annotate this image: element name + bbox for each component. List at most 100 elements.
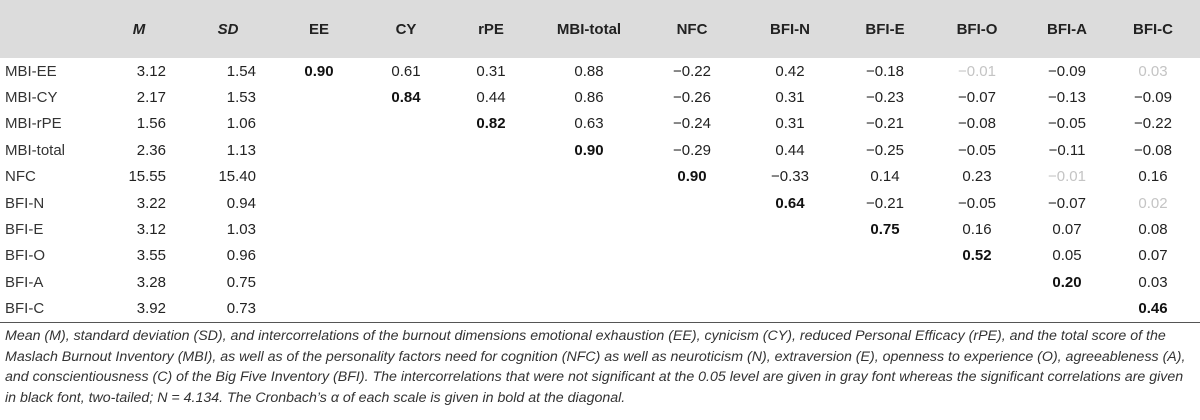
table-cell <box>278 190 370 216</box>
table-cell: 3.92 <box>100 295 188 323</box>
table-cell: 3.22 <box>136 194 166 212</box>
table-cell: 1.13 <box>226 141 256 159</box>
row-label: NFC <box>5 168 36 186</box>
table-cell <box>540 216 648 242</box>
header-mbi-total: MBI-total <box>540 0 648 58</box>
table-cell <box>540 190 648 216</box>
table-cell: −0.23 <box>866 89 904 107</box>
table-cell: 0.90 <box>677 168 707 186</box>
table-cell: 0.16 <box>962 221 992 239</box>
header-corner <box>0 0 100 58</box>
table-row: BFI-O 3.55 0.96 0.52 0.05 0.07 <box>0 243 1200 269</box>
table-row: NFC 15.55 15.40 0.90 −0.33 0.14 0.23 −0.01 0.16 <box>0 164 1200 190</box>
table-cell <box>452 243 540 269</box>
table-cell <box>936 295 1028 323</box>
table-cell: −0.08 <box>1134 141 1172 159</box>
row-label: MBI-total <box>5 141 66 159</box>
table-cell: 3.12 <box>136 62 166 80</box>
table-cell: 3.28 <box>136 273 166 291</box>
table-cell: 0.61 <box>391 62 421 80</box>
table-cell: −0.09 <box>1048 62 1086 80</box>
correlation-table: M SD EE CY rPE MBI-total NFC BFI-N BFI-E… <box>0 0 1200 323</box>
table-cell <box>648 295 746 323</box>
table-cell: 0.05 <box>1052 247 1082 265</box>
table-cell <box>648 216 746 242</box>
table-cell <box>452 190 540 216</box>
table-cell: 0.64 <box>775 194 805 212</box>
table-cell: 0.08 <box>1138 221 1168 239</box>
table-cell: 0.96 <box>226 247 256 265</box>
table-cell: 0.07 <box>1052 221 1082 239</box>
table-cell <box>540 269 648 295</box>
header-row: M SD EE CY rPE MBI-total NFC BFI-N BFI-E… <box>0 0 1200 58</box>
table-cell: −0.07 <box>958 89 996 107</box>
table-cell: 0.16 <box>1138 168 1168 186</box>
table-cell <box>746 269 844 295</box>
table-row: MBI-total 2.36 1.13 0.90 −0.29 0.44 −0.25 −0.05… <box>0 137 1200 163</box>
table-cell: −0.26 <box>673 89 711 107</box>
row-label: MBI-CY <box>5 89 58 107</box>
table-cell: 2.36 <box>136 141 166 159</box>
table-cell <box>370 111 452 137</box>
header-bfi-o: BFI-O <box>936 0 1028 58</box>
table-cell <box>1028 295 1116 323</box>
table-cell: 3.12 <box>136 221 166 239</box>
table-cell <box>370 164 452 190</box>
table-cell: 2.17 <box>136 89 166 107</box>
table-cell: −0.21 <box>866 194 904 212</box>
table-cell: −0.07 <box>1048 194 1086 212</box>
table-cell <box>844 269 936 295</box>
row-label: BFI-E <box>5 221 44 239</box>
table-cell: 0.31 <box>775 89 805 107</box>
table-cell: 0.94 <box>226 194 256 212</box>
table-cell: 0.42 <box>775 62 805 80</box>
header-cy: CY <box>370 0 452 58</box>
table-cell <box>278 216 370 242</box>
table-cell: 0.02 <box>1138 194 1168 212</box>
row-label: BFI-O <box>5 247 45 265</box>
correlation-table-container: M SD EE CY rPE MBI-total NFC BFI-N BFI-E… <box>0 0 1200 323</box>
table-cell: −0.21 <box>866 115 904 133</box>
table-cell <box>936 269 1028 295</box>
table-cell <box>648 190 746 216</box>
table-cell <box>278 295 370 323</box>
header-rpe: rPE <box>452 0 540 58</box>
table-cell <box>278 164 370 190</box>
table-cell <box>452 137 540 163</box>
table-cell: −0.25 <box>866 141 904 159</box>
table-cell <box>540 164 648 190</box>
table-cell: 0.75 <box>226 273 256 291</box>
table-cell: 1.06 <box>226 115 256 133</box>
table-cell <box>370 269 452 295</box>
table-cell <box>370 295 452 323</box>
row-label: MBI-rPE <box>5 115 62 133</box>
table-cell: 0.63 <box>574 115 604 133</box>
table-cell: 1.03 <box>226 221 256 239</box>
table-cell: 1.53 <box>226 89 256 107</box>
table-cell <box>370 190 452 216</box>
table-cell <box>746 216 844 242</box>
table-cell <box>746 295 844 323</box>
table-cell: −0.22 <box>673 62 711 80</box>
table-cell: −0.09 <box>1134 89 1172 107</box>
table-cell: 15.40 <box>218 168 256 186</box>
table-cell <box>278 111 370 137</box>
table-row: MBI-EE 3.12 1.54 0.90 0.61 0.31 0.88 −0.22 0.42 −… <box>0 58 1200 84</box>
table-cell <box>648 269 746 295</box>
row-label: BFI-C <box>0 295 100 323</box>
table-cell <box>540 243 648 269</box>
table-cell: −0.22 <box>1134 115 1172 133</box>
table-cell: −0.01 <box>958 62 996 80</box>
table-cell: 0.46 <box>1116 295 1200 323</box>
table-row: BFI-E 3.12 1.03 0.75 0.16 0.07 0.08 <box>0 216 1200 242</box>
row-label: BFI-A <box>5 273 44 291</box>
header-bfi-e: BFI-E <box>844 0 936 58</box>
table-cell <box>746 243 844 269</box>
header-bfi-n: BFI-N <box>746 0 844 58</box>
table-cell: −0.33 <box>771 168 809 186</box>
header-nfc: NFC <box>648 0 746 58</box>
table-cell: 0.31 <box>476 62 506 80</box>
table-cell: −0.05 <box>1048 115 1086 133</box>
table-cell <box>278 269 370 295</box>
table-cell <box>452 216 540 242</box>
